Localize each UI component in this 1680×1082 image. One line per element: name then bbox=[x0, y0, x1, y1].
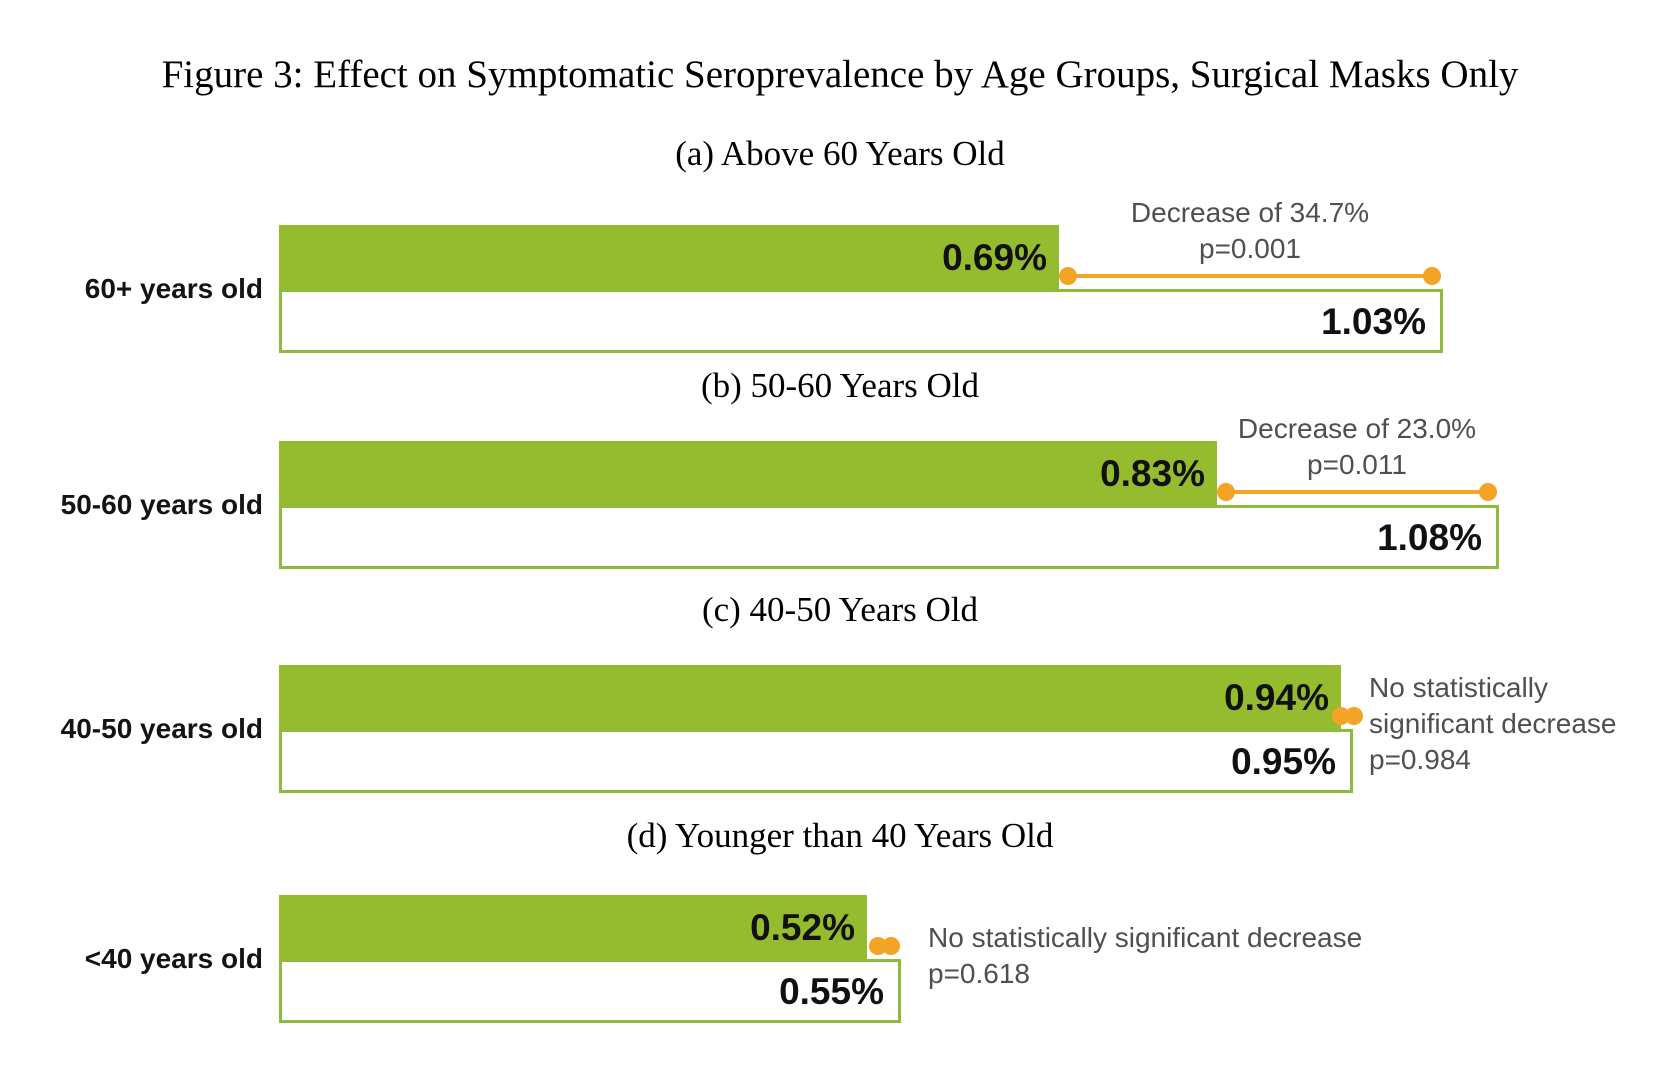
annotation-text: No statistically significant decrease p=… bbox=[1369, 670, 1680, 778]
connector-dot-right bbox=[1479, 483, 1497, 501]
connector-dot-left bbox=[869, 937, 887, 955]
connector-dot-left bbox=[1332, 707, 1350, 725]
connector-dot-right bbox=[882, 937, 900, 955]
control-value-label: 0.95% bbox=[1231, 740, 1336, 782]
decrease-connector-line bbox=[1226, 490, 1489, 494]
treatment-bar: 0.83% bbox=[279, 441, 1217, 505]
decrease-connector-line bbox=[1068, 274, 1432, 278]
treatment-value-label: 0.83% bbox=[1100, 452, 1205, 494]
treatment-value-label: 0.69% bbox=[942, 236, 1047, 278]
annotation-line-3: p=0.984 bbox=[1369, 744, 1471, 775]
category-label: 50-60 years old bbox=[60, 489, 263, 520]
annotation-line-1: Decrease of 34.7% bbox=[1130, 197, 1370, 228]
connector-dot-left bbox=[1059, 267, 1077, 285]
annotation-text: Decrease of 23.0% p=0.011 bbox=[1137, 411, 1577, 483]
connector-dot-left bbox=[1217, 483, 1235, 501]
control-value-label: 1.08% bbox=[1377, 516, 1482, 558]
connector-dot-right bbox=[1423, 267, 1441, 285]
category-label: 40-50 years old bbox=[60, 713, 263, 744]
treatment-value-label: 0.52% bbox=[750, 906, 855, 948]
control-value-label: 0.55% bbox=[779, 970, 884, 1012]
figure-title: Figure 3: Effect on Symptomatic Seroprev… bbox=[161, 53, 1519, 96]
connector-dot-right bbox=[1345, 707, 1363, 725]
control-bar: 0.95% bbox=[279, 729, 1353, 793]
panel-b-subtitle: (b) 50-60 Years Old bbox=[700, 366, 980, 405]
annotation-text: Decrease of 34.7% p=0.001 bbox=[1030, 195, 1470, 267]
category-label: <40 years old bbox=[84, 943, 263, 974]
annotation-line-2: p=0.001 bbox=[1199, 233, 1301, 264]
treatment-bar: 0.94% bbox=[279, 665, 1341, 729]
panel-c-subtitle: (c) 40-50 Years Old bbox=[701, 590, 979, 629]
annotation-line-1: No statistically bbox=[1369, 672, 1548, 703]
annotation-line-2: p=0.618 bbox=[928, 958, 1030, 989]
treatment-value-label: 0.94% bbox=[1224, 676, 1329, 718]
annotation-text: No statistically significant decrease p=… bbox=[928, 920, 1488, 992]
panel-a-subtitle: (a) Above 60 Years Old bbox=[675, 134, 1005, 173]
annotation-line-1: No statistically significant decrease bbox=[928, 922, 1363, 953]
annotation-line-2: significant decrease bbox=[1369, 708, 1617, 739]
treatment-bar: 0.69% bbox=[279, 225, 1059, 289]
control-bar: 1.03% bbox=[279, 289, 1443, 353]
control-bar: 1.08% bbox=[279, 505, 1499, 569]
category-label: 60+ years old bbox=[84, 273, 263, 304]
panel-d-subtitle: (d) Younger than 40 Years Old bbox=[626, 816, 1054, 855]
treatment-bar: 0.52% bbox=[279, 895, 867, 959]
control-bar: 0.55% bbox=[279, 959, 901, 1023]
annotation-line-2: p=0.011 bbox=[1307, 449, 1407, 480]
annotation-line-1: Decrease of 23.0% bbox=[1237, 413, 1477, 444]
control-value-label: 1.03% bbox=[1321, 300, 1426, 342]
